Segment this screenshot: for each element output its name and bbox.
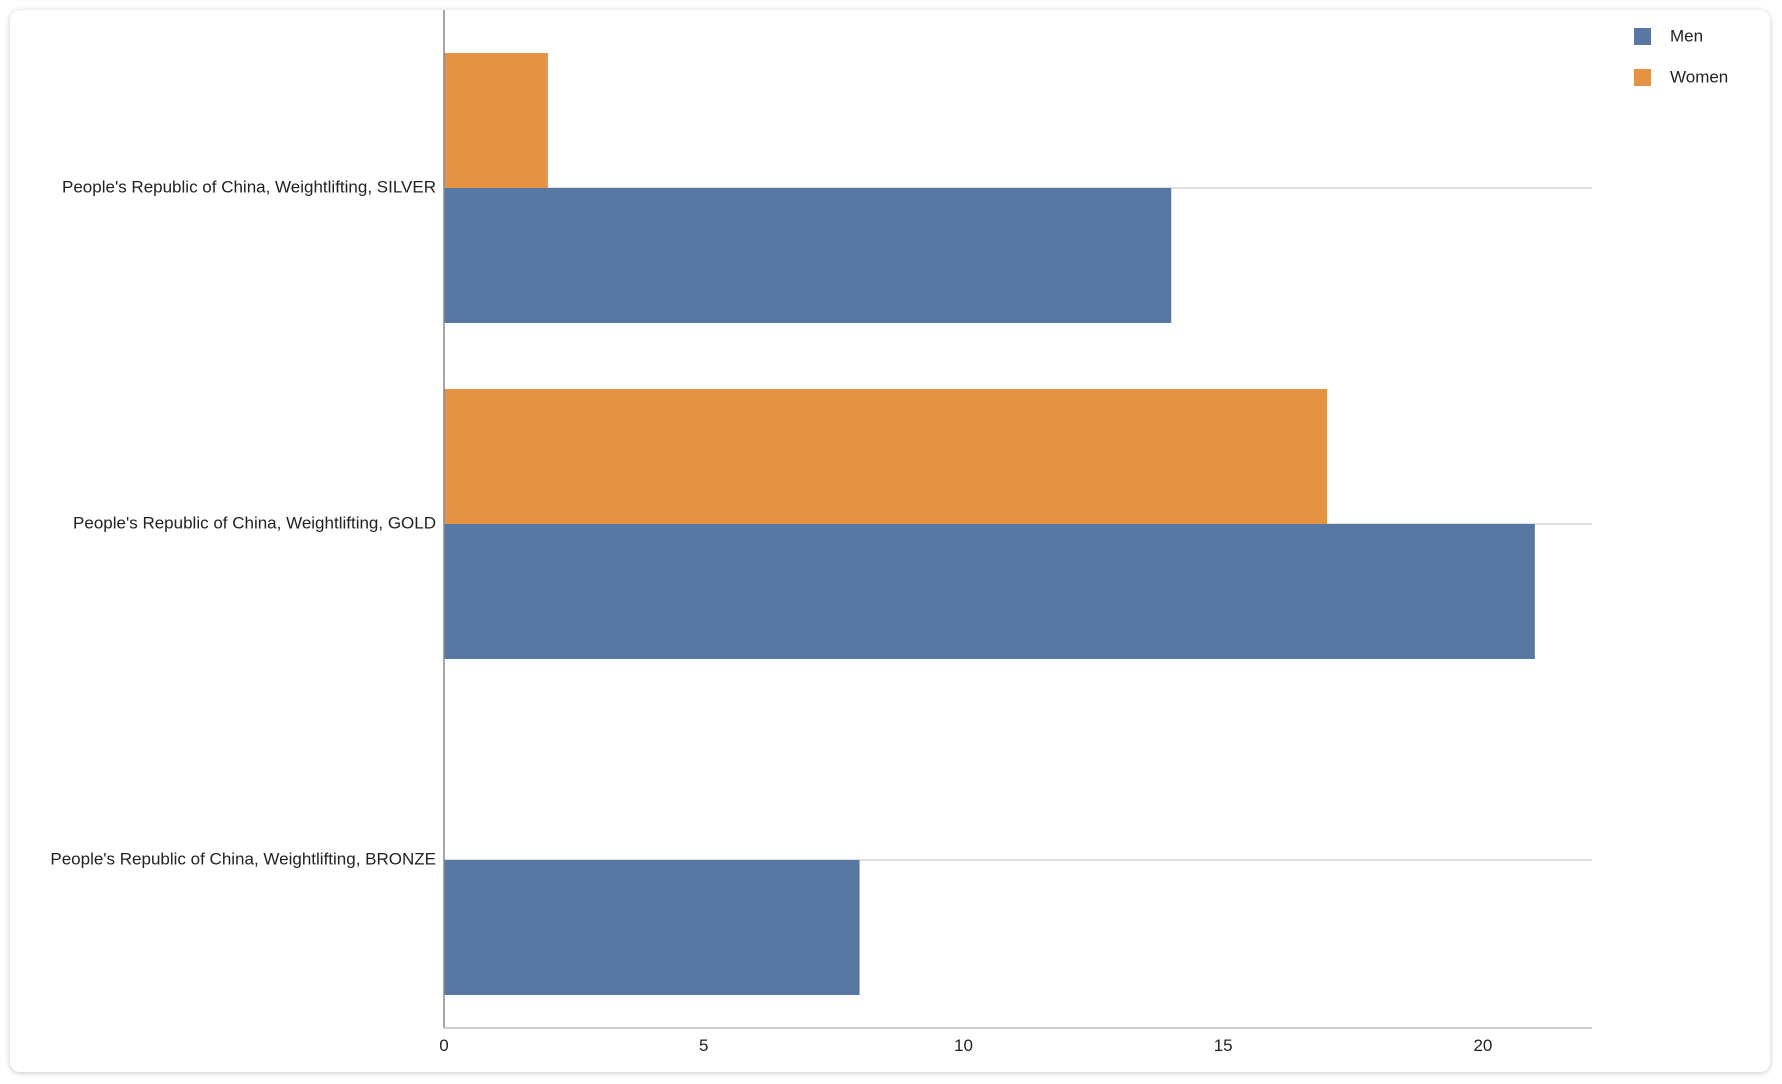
x-tick-label: 0 (439, 1036, 448, 1055)
x-tick-label: 15 (1214, 1036, 1233, 1055)
x-tick-label: 10 (954, 1036, 973, 1055)
chart-card: People's Republic of China, Weightliftin… (10, 10, 1770, 1072)
category-label: People's Republic of China, Weightliftin… (73, 513, 436, 532)
legend-label: Women (1670, 67, 1728, 86)
bar-women-1[interactable] (444, 389, 1328, 524)
axes (443, 10, 1592, 1029)
legend-label: Men (1670, 26, 1703, 45)
x-tick-labels: 0 5 10 15 20 (439, 1036, 1492, 1055)
bar-women-0[interactable] (444, 53, 548, 188)
bars (444, 53, 1535, 995)
bar-men-0[interactable] (444, 188, 1172, 323)
legend-item-women[interactable]: Women (1634, 67, 1728, 86)
category-labels: People's Republic of China, Weightliftin… (50, 177, 436, 868)
category-label: People's Republic of China, Weightliftin… (50, 849, 436, 868)
legend-swatch (1634, 69, 1651, 86)
legend-item-men[interactable]: Men (1634, 26, 1703, 45)
bar-men-2[interactable] (444, 860, 860, 995)
legend-swatch (1634, 28, 1651, 45)
legend[interactable]: Men Women (1634, 26, 1728, 86)
category-label: People's Republic of China, Weightliftin… (62, 177, 436, 196)
x-tick-label: 5 (699, 1036, 708, 1055)
bar-chart: People's Republic of China, Weightliftin… (50, 10, 1728, 1055)
bar-men-1[interactable] (444, 524, 1535, 659)
x-tick-label: 20 (1473, 1036, 1492, 1055)
